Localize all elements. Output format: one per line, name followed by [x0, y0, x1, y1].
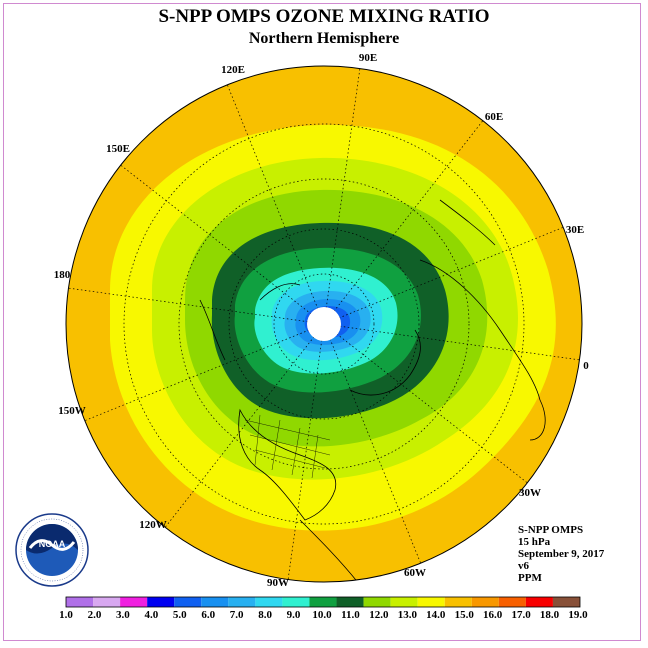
meridian-line: [323, 227, 564, 325]
meridian-line: [323, 323, 528, 484]
meridian-line: [323, 323, 421, 564]
colorbar-swatch: [498, 597, 526, 607]
colorbar-swatch: [147, 597, 175, 607]
info-units: PPM: [518, 572, 542, 584]
graticule: [68, 68, 580, 580]
colorbar-swatch: [282, 597, 310, 607]
colorbar-label: 5.0: [173, 609, 187, 621]
colorbar-swatch: [363, 597, 391, 607]
meridian-line: [227, 84, 325, 325]
info-level: 15 hPa: [518, 536, 551, 548]
info-block: S-NPP OMPS 15 hPa September 9, 2017 v6 P…: [518, 524, 604, 584]
noaa-logo: NOAA: [15, 513, 89, 587]
colorbar-swatch: [93, 597, 121, 607]
meridian-label-0: 0: [583, 360, 589, 372]
meridian-label-60w: 60W: [404, 567, 426, 579]
colorbar-swatch: [201, 597, 229, 607]
meridian-label-150w: 150W: [58, 405, 86, 417]
colorbar-border: [65, 596, 581, 608]
meridian-line: [84, 323, 325, 421]
colorbar-swatch: [336, 597, 364, 607]
colorbar-label: 10.0: [312, 609, 332, 621]
page-frame: [3, 3, 641, 641]
page-title: S-NPP OMPS OZONE MIXING RATIO: [158, 6, 490, 27]
colorbar-swatch: [228, 597, 256, 607]
meridian-line: [120, 164, 325, 325]
colorbar-label: 14.0: [426, 609, 446, 621]
colorbar-swatch: [390, 597, 418, 607]
colorbar-swatch: [255, 597, 283, 607]
polar-data-gap: [307, 307, 341, 341]
colorbar-swatch: [66, 597, 94, 607]
colorbar-label: 18.0: [540, 609, 560, 621]
meridian-label-120w: 120W: [139, 519, 167, 531]
map-boundary: [65, 65, 583, 583]
colorbar-swatch: [417, 597, 445, 607]
info-instrument: S-NPP OMPS: [518, 524, 584, 536]
colorbar-swatch: [174, 597, 202, 607]
colorbar-label: 9.0: [287, 609, 301, 621]
meridian-label-90w: 90W: [267, 577, 289, 589]
meridian-label-90e: 90E: [359, 52, 377, 64]
colorbar-label: 4.0: [144, 609, 158, 621]
page-subtitle: Northern Hemisphere: [248, 30, 400, 47]
meridian-label-60e: 60E: [485, 111, 503, 123]
us-states-grid: [244, 414, 331, 479]
meridian-line: [287, 323, 325, 580]
meridian-line: [323, 120, 484, 325]
meridian-label-180: 180: [54, 269, 71, 281]
colorbar-swatch: [471, 597, 499, 607]
colorbar-swatch: [309, 597, 337, 607]
info-version: v6: [518, 560, 529, 572]
colorbar-label: 16.0: [483, 609, 503, 621]
meridian-line: [323, 323, 580, 361]
meridian-line: [68, 287, 325, 325]
colorbar-swatch: [444, 597, 472, 607]
meridian-label-30w: 30W: [519, 487, 541, 499]
colorbar-label: 6.0: [201, 609, 215, 621]
info-date: September 9, 2017: [518, 548, 605, 560]
colorbar-swatch: [120, 597, 148, 607]
colorbar-label: 8.0: [258, 609, 272, 621]
meridian-lines: [68, 68, 580, 580]
meridian-label-150e: 150E: [106, 143, 130, 155]
noaa-logo-text: NOAA: [39, 539, 66, 549]
colorbar-label: 11.0: [341, 609, 360, 621]
colorbar-label: 1.0: [59, 609, 73, 621]
colorbar-swatch: [552, 597, 580, 607]
meridian-labels: 90E 60E 30E 0 30W 60W 90W 120W 150W 180 …: [54, 52, 590, 589]
colorbar-label: 3.0: [116, 609, 130, 621]
colorbar-label: 15.0: [455, 609, 475, 621]
colorbar-label: 2.0: [88, 609, 102, 621]
colorbar-label: 19.0: [568, 609, 588, 621]
colorbar-label: 13.0: [398, 609, 418, 621]
colorbar-swatch: [525, 597, 553, 607]
meridian-label-30e: 30E: [566, 224, 584, 236]
meridian-line: [323, 68, 361, 325]
colorbar-label: 17.0: [511, 609, 531, 621]
colorbar: 1.0 2.0 3.0 4.0 5.0 6.0 7.0 8.0 9.0 10.0 11.0 12.0 1…: [59, 596, 588, 621]
colorbar-label: 7.0: [230, 609, 244, 621]
meridian-label-120e: 120E: [221, 64, 245, 76]
coastlines: [199, 199, 546, 582]
meridian-line: [164, 323, 325, 528]
colorbar-label: 12.0: [369, 609, 389, 621]
